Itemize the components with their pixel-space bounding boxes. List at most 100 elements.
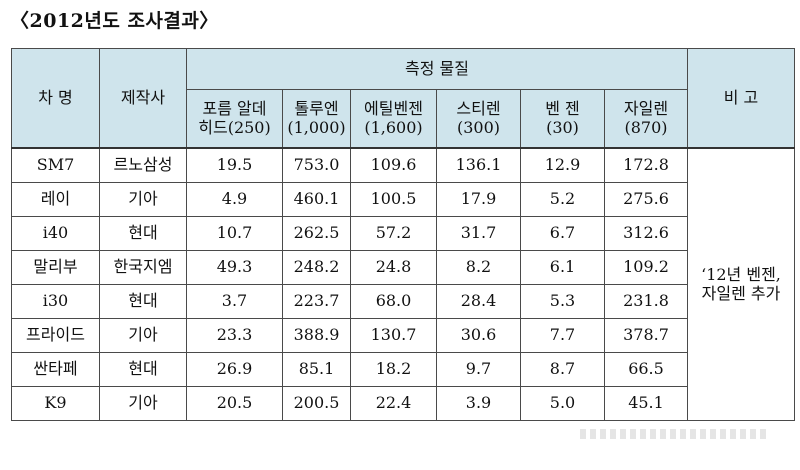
- car-name-cell: SM7: [11, 147, 100, 183]
- measurement-cell: 378.7: [604, 318, 688, 353]
- car-name-cell: 프라이드: [11, 318, 100, 353]
- note-line: 자일렌 추가: [701, 283, 781, 303]
- measurement-cell: 28.4: [436, 284, 521, 319]
- note-line: ‘12년 벤젠,: [701, 265, 781, 285]
- car-name-cell: 말리부: [11, 250, 100, 285]
- note-cell: ‘12년 벤젠, 자일렌 추가: [687, 147, 795, 421]
- table-row: 말리부 한국지엠 49.3 248.2 24.8 8.2 6.1 109.2: [11, 250, 795, 285]
- substance-limit: (870): [624, 117, 668, 137]
- substance-name: 벤 젠: [545, 99, 580, 119]
- measurement-cell: 248.2: [282, 250, 351, 285]
- measurement-cell: 22.4: [350, 386, 437, 421]
- maker-cell: 기아: [99, 182, 187, 217]
- substance-limit: (1,000): [287, 117, 346, 137]
- measurement-cell: 68.0: [350, 284, 437, 319]
- maker-cell: 현대: [99, 352, 187, 387]
- header-substance: 자일렌 (870): [604, 89, 688, 149]
- measurement-cell: 275.6: [604, 182, 688, 217]
- measurement-cell: 45.1: [604, 386, 688, 421]
- table-row: i30 현대 3.7 223.7 68.0 28.4 5.3 231.8: [11, 284, 795, 319]
- header-maker: 제작사: [99, 48, 187, 149]
- faint-watermark: [580, 429, 770, 439]
- table-row: 프라이드 기아 23.3 388.9 130.7 30.6 7.7 378.7: [11, 318, 795, 353]
- substance-name: 자일렌: [623, 99, 669, 119]
- measurement-cell: 85.1: [282, 352, 351, 387]
- measurement-cell: 5.2: [520, 182, 605, 217]
- measurement-cell: 3.7: [186, 284, 283, 319]
- maker-cell: 현대: [99, 216, 187, 251]
- substance-limit: (1,600): [364, 117, 423, 137]
- header-substance: 스티렌 (300): [436, 89, 521, 149]
- table-row: 레이 기아 4.9 460.1 100.5 17.9 5.2 275.6: [11, 182, 795, 217]
- measurement-cell: 4.9: [186, 182, 283, 217]
- measurement-cell: 100.5: [350, 182, 437, 217]
- measurement-cell: 31.7: [436, 216, 521, 251]
- header-note: 비 고: [687, 48, 795, 149]
- substance-name: 에틸벤젠: [364, 99, 423, 119]
- measurement-cell: 6.7: [520, 216, 605, 251]
- table-row: 싼타페 현대 26.9 85.1 18.2 9.7 8.7 66.5: [11, 352, 795, 387]
- header-measured-substances: 측정 물질: [186, 48, 688, 90]
- measurement-cell: 12.9: [520, 147, 605, 183]
- table-row: SM7 르노삼성 19.5 753.0 109.6 136.1 12.9 172.8 ‘12년 …: [11, 147, 795, 421]
- measurement-cell: 460.1: [282, 182, 351, 217]
- measurement-cell: 172.8: [604, 147, 688, 183]
- header-substance: 포름 알데 히드(250): [186, 89, 283, 149]
- measurement-cell: 30.6: [436, 318, 521, 353]
- measurement-cell: 20.5: [186, 386, 283, 421]
- measurement-cell: 5.0: [520, 386, 605, 421]
- measurement-cell: 17.9: [436, 182, 521, 217]
- measurement-cell: 136.1: [436, 147, 521, 183]
- measurement-cell: 49.3: [186, 250, 283, 285]
- substance-name: 스티렌: [456, 99, 501, 119]
- measurement-cell: 7.7: [520, 318, 605, 353]
- header-substance: 에틸벤젠 (1,600): [350, 89, 437, 149]
- car-name-cell: 레이: [11, 182, 100, 217]
- measurement-cell: 200.5: [282, 386, 351, 421]
- measurement-cell: 26.9: [186, 352, 283, 387]
- substance-limit: (30): [546, 117, 579, 137]
- measurement-cell: 109.6: [350, 147, 437, 183]
- maker-cell: 기아: [99, 318, 187, 353]
- header-substance: 벤 젠 (30): [520, 89, 605, 149]
- table-row: i40 현대 10.7 262.5 57.2 31.7 6.7 312.6: [11, 216, 795, 251]
- measurement-cell: 57.2: [350, 216, 437, 251]
- measurement-cell: 18.2: [350, 352, 437, 387]
- measurement-cell: 231.8: [604, 284, 688, 319]
- header-car-name: 차 명: [11, 48, 100, 149]
- maker-cell: 한국지엠: [99, 250, 187, 285]
- substance-name: 톨루엔: [294, 99, 339, 119]
- measurement-cell: 262.5: [282, 216, 351, 251]
- measurement-cell: 9.7: [436, 352, 521, 387]
- page-title: 〈2012년도 조사결과〉: [10, 10, 219, 32]
- measurement-cell: 24.8: [350, 250, 437, 285]
- measurement-cell: 8.2: [436, 250, 521, 285]
- car-name-cell: i30: [11, 284, 100, 319]
- header-substance: 톨루엔 (1,000): [282, 89, 351, 149]
- measurement-cell: 6.1: [520, 250, 605, 285]
- maker-cell: 기아: [99, 386, 187, 421]
- maker-cell: 르노삼성: [99, 147, 187, 183]
- survey-results-table: 차 명 제작사 측정 물질 비 고 포름 알데 히드(250) 톨루엔 (1,000)…: [11, 48, 795, 421]
- measurement-cell: 23.3: [186, 318, 283, 353]
- measurement-cell: 19.5: [186, 147, 283, 183]
- car-name-cell: K9: [11, 386, 100, 421]
- measurement-cell: 3.9: [436, 386, 521, 421]
- measurement-cell: 130.7: [350, 318, 437, 353]
- table-row: K9 기아 20.5 200.5 22.4 3.9 5.0 45.1: [11, 386, 795, 421]
- measurement-cell: 8.7: [520, 352, 605, 387]
- measurement-cell: 388.9: [282, 318, 351, 353]
- measurement-cell: 10.7: [186, 216, 283, 251]
- measurement-cell: 66.5: [604, 352, 688, 387]
- car-name-cell: i40: [11, 216, 100, 251]
- substance-limit: (300): [456, 117, 501, 137]
- measurement-cell: 109.2: [604, 250, 688, 285]
- car-name-cell: 싼타페: [11, 352, 100, 387]
- substance-limit: 히드(250): [198, 117, 271, 137]
- measurement-cell: 312.6: [604, 216, 688, 251]
- measurement-cell: 753.0: [282, 147, 351, 183]
- substance-name: 포름 알데: [202, 99, 267, 119]
- measurement-cell: 223.7: [282, 284, 351, 319]
- measurement-cell: 5.3: [520, 284, 605, 319]
- maker-cell: 현대: [99, 284, 187, 319]
